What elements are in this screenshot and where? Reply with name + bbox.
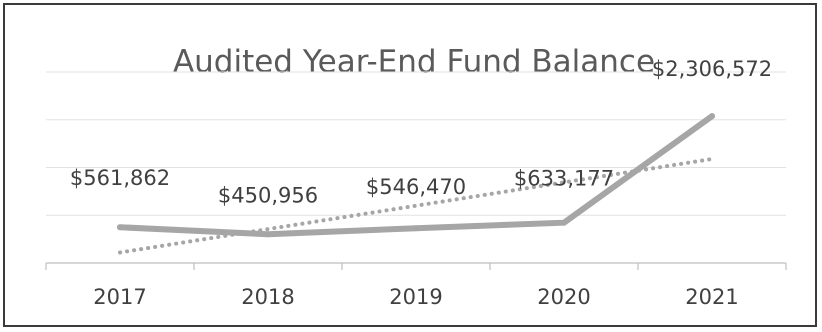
- data-label: $450,956: [218, 183, 318, 207]
- data-labels: $561,862 $450,956 $546,470 $633,177 $2,306,5…: [70, 57, 772, 207]
- x-axis: 2017 2018 2019 2020 2021: [45, 262, 787, 309]
- x-tick-label: 2018: [241, 285, 294, 309]
- data-label: $546,470: [366, 175, 466, 199]
- data-label: $561,862: [70, 166, 170, 190]
- data-point: [561, 219, 567, 226]
- gridlines: [46, 71, 786, 216]
- x-tick-label: 2019: [389, 285, 442, 309]
- data-point: [413, 225, 419, 232]
- data-point: [265, 231, 271, 238]
- series-layer: [117, 113, 715, 238]
- data-label: $633,177: [514, 167, 614, 191]
- trendline-layer: [118, 156, 714, 255]
- trendline: [118, 156, 714, 255]
- data-point: [117, 224, 123, 231]
- chart-title: Audited Year-End Fund Balance: [173, 44, 655, 80]
- x-tick-label: 2020: [537, 285, 590, 309]
- x-tick-label: 2017: [93, 285, 146, 309]
- data-label: $2,306,572: [652, 57, 772, 81]
- x-tick-label: 2021: [685, 285, 738, 309]
- data-point: [709, 113, 715, 120]
